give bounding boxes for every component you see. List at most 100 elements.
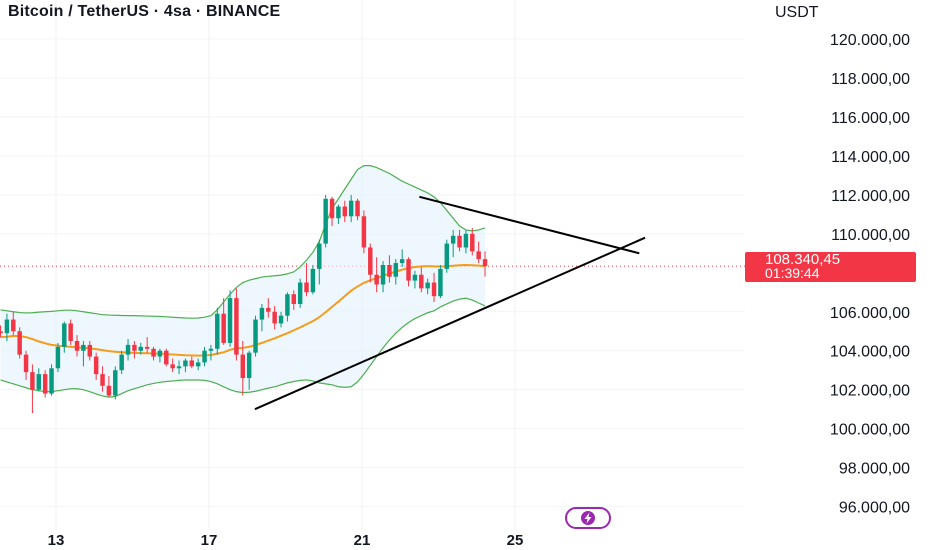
lightning-icon[interactable] [565, 507, 611, 529]
trendline [419, 195, 640, 255]
time-tick-label: 17 [201, 532, 218, 549]
candle-body [399, 259, 405, 264]
candle-body [470, 233, 475, 252]
candle-body [393, 263, 399, 277]
candle-body [93, 356, 99, 375]
time-tick-label: 13 [48, 532, 65, 549]
candle-body [221, 313, 226, 343]
time-tick-label: 21 [354, 532, 371, 549]
candle-body [151, 348, 156, 357]
candle-body [157, 350, 163, 357]
candle-body [348, 200, 354, 217]
candle-body [476, 251, 481, 260]
candle-body [119, 354, 124, 371]
candle-body [234, 298, 239, 355]
candle-body [336, 206, 341, 219]
candle-body [278, 315, 284, 324]
candle-body [113, 370, 118, 396]
candle-body [30, 372, 35, 390]
price-tick-label: 118.000,00 [831, 71, 910, 88]
candle-body [374, 274, 379, 285]
candle-body [87, 344, 93, 357]
candle-body [310, 268, 316, 293]
time-axis[interactable]: 13 17 21 25 [48, 532, 524, 549]
candle-body [100, 374, 105, 386]
candle-body [285, 294, 290, 316]
candle-body [68, 323, 73, 341]
candle-body [0, 331, 3, 334]
candle-body [387, 265, 392, 277]
price-tick-label: 100.000,00 [830, 422, 910, 439]
candle-body [259, 307, 265, 320]
candle-body [368, 247, 373, 275]
candle-body [138, 346, 144, 351]
candle-body [304, 282, 309, 293]
candle-body [49, 368, 54, 394]
candle-body [419, 274, 424, 289]
last-price-value: 108.340,45 [765, 251, 841, 268]
candle-body [42, 374, 48, 394]
candle-body [183, 360, 188, 367]
candle-body [74, 340, 80, 351]
candle-body [323, 198, 328, 244]
candle-body [380, 265, 386, 285]
candle-body [202, 350, 207, 363]
candle-body [444, 243, 450, 269]
candle-body [62, 323, 67, 347]
candle-body [81, 344, 86, 351]
candle-body [215, 313, 220, 349]
time-tick-label: 25 [507, 532, 524, 549]
candle-body [125, 344, 131, 355]
candle-body [106, 385, 112, 396]
candle-body [438, 268, 443, 297]
candle-body [253, 319, 258, 353]
candle-body [4, 319, 10, 334]
candle-body [195, 362, 201, 367]
price-tick-label: 104.000,00 [830, 344, 910, 361]
candle-body [23, 354, 29, 373]
candle-body [457, 235, 462, 248]
candle-body [144, 346, 150, 349]
candle-body [170, 364, 175, 369]
candle-body [272, 311, 277, 324]
candle-body [189, 360, 195, 367]
candle-body [361, 216, 367, 248]
candle-body [36, 374, 42, 390]
trendlines[interactable] [254, 195, 646, 411]
last-price-badge: 108.340,45 01:39:44 [745, 252, 916, 282]
candle-body [450, 235, 456, 244]
candle-body [164, 350, 169, 365]
candle-body [17, 331, 22, 355]
candle-body [240, 354, 246, 379]
candle-body [412, 274, 418, 281]
price-tick-label: 112.000,00 [831, 188, 910, 205]
candle-body [208, 348, 214, 351]
candle-body [317, 243, 322, 269]
bar-countdown: 01:39:44 [765, 265, 820, 281]
candle-body [482, 259, 488, 267]
price-tick-label: 96.000,00 [839, 500, 910, 517]
candle-body [291, 294, 297, 304]
price-tick-label: 116.000,00 [831, 110, 910, 127]
candle-body [11, 319, 16, 332]
price-tick-label: 120.000,00 [830, 32, 910, 49]
candle-body [342, 206, 348, 217]
trendline [254, 236, 646, 411]
candle-body [329, 198, 335, 219]
price-axis[interactable]: 120.000,00 118.000,00 116.000,00 114.000,00… [830, 32, 910, 517]
candle-series [0, 194, 488, 414]
candle-body [176, 366, 182, 369]
price-tick-label: 98.000,00 [839, 461, 910, 478]
candle-body [406, 259, 411, 281]
candle-body [425, 282, 430, 289]
candle-body [463, 233, 469, 248]
candle-body [355, 200, 360, 217]
price-tick-label: 102.000,00 [830, 383, 910, 400]
price-tick-label: 110.000,00 [831, 227, 910, 244]
candle-body [132, 344, 137, 351]
candle-body [297, 282, 303, 304]
price-tick-label: 106.000,00 [830, 305, 910, 322]
candle-body [246, 352, 252, 379]
chart-title: Bitcoin / TetherUS · 4sa · BINANCE [8, 3, 281, 20]
